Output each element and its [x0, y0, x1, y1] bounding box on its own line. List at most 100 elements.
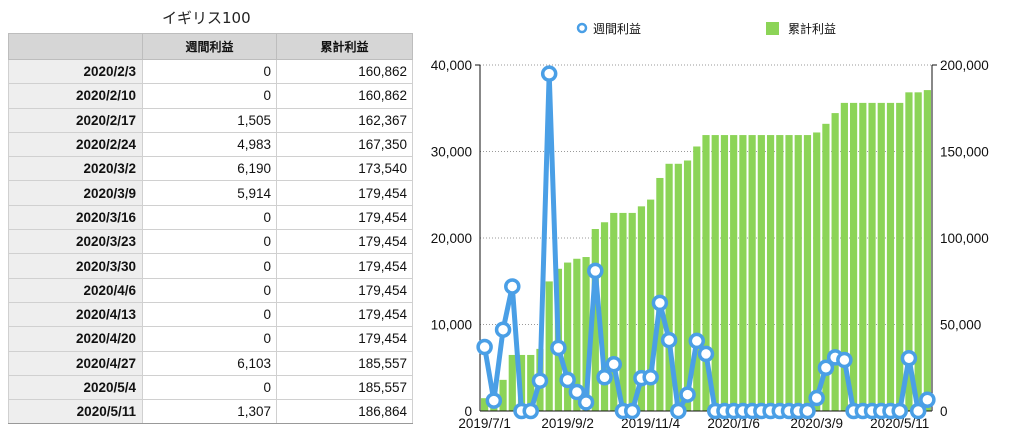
row-cumulative-profit: 160,862 [276, 58, 413, 85]
row-date: 2020/3/2 [8, 156, 143, 182]
row-weekly-profit: 0 [142, 326, 277, 352]
point-weekly [651, 294, 669, 312]
point-weekly [836, 351, 853, 369]
row-date: 2020/3/30 [8, 253, 143, 279]
row-cumulative-profit: 185,557 [276, 374, 413, 401]
y-left-tick-label: 10,000 [431, 318, 472, 333]
bar-cumulative [610, 212, 618, 411]
point-weekly [550, 339, 567, 357]
bar-cumulative [896, 102, 904, 412]
y-right-tick-label: 200,000 [940, 58, 989, 73]
bar-cumulative [785, 135, 793, 411]
point-weekly [919, 391, 936, 409]
y-left-tick-label: 20,000 [431, 231, 472, 246]
bar-cumulative [868, 102, 876, 412]
point-weekly [577, 394, 595, 411]
row-weekly-profit: 0 [142, 83, 277, 109]
point-weekly [522, 402, 539, 420]
row-weekly-profit: 0 [142, 229, 277, 255]
row-date: 2020/2/10 [8, 83, 143, 109]
y-left-tick-label: 30,000 [431, 145, 472, 160]
bar-cumulative [600, 222, 609, 411]
y-right-tick-label: 150,000 [940, 145, 989, 160]
table-row: 2020/2/10 0 160,862 [8, 83, 413, 109]
bar-cumulative [914, 92, 922, 412]
row-date: 2020/4/20 [8, 326, 143, 352]
point-weekly [568, 383, 586, 401]
legend-marker-cumulative [766, 22, 779, 35]
bar-cumulative [813, 132, 821, 411]
row-weekly-profit: 6,103 [142, 350, 277, 376]
point-weekly [587, 262, 604, 280]
bar-cumulative [923, 90, 931, 412]
table-row: 2020/2/17 1,505 162,367 [8, 107, 413, 133]
bar-cumulative [564, 262, 572, 411]
point-weekly [531, 372, 549, 389]
point-weekly [605, 356, 623, 373]
row-cumulative-profit: 179,454 [276, 180, 413, 206]
point-weekly [504, 278, 521, 295]
row-date: 2020/5/11 [8, 399, 143, 425]
row-cumulative-profit: 173,540 [276, 156, 413, 182]
y-left-tick-label: 0 [464, 404, 472, 419]
bar-cumulative [582, 257, 590, 411]
profit-chart: 0 10,000 20,000 30,000 40,000 0 50,000 100,000 1… [431, 21, 989, 431]
row-date: 2020/5/4 [8, 374, 143, 401]
bar-cumulative [776, 135, 784, 411]
point-weekly [909, 402, 927, 420]
row-cumulative-profit: 179,454 [276, 326, 413, 352]
axes: 0 10,000 20,000 30,000 40,000 0 50,000 100,000 1… [431, 58, 989, 431]
bar-cumulative [905, 92, 913, 412]
cumulative-bars [481, 90, 931, 412]
y-left-tick-label: 40,000 [431, 58, 472, 73]
row-cumulative-profit: 179,454 [276, 277, 413, 303]
point-weekly [900, 349, 918, 367]
point-weekly [688, 332, 706, 350]
x-tick-label: 2019/7/1 [458, 416, 511, 431]
table-row: 2020/4/27 6,103 185,557 [8, 350, 413, 376]
bar-cumulative [545, 281, 553, 411]
bar-cumulative [591, 229, 599, 411]
row-date: 2020/3/23 [8, 229, 143, 255]
bar-cumulative [674, 163, 682, 411]
table-row: 2020/4/13 0 179,454 [8, 301, 413, 328]
point-weekly [817, 359, 835, 376]
point-weekly [476, 338, 493, 356]
point-weekly [670, 402, 687, 420]
table-row: 2020/3/9 5,914 179,454 [8, 180, 413, 206]
bar-cumulative [849, 102, 858, 412]
bar-cumulative [831, 113, 839, 412]
row-cumulative-profit: 179,454 [276, 229, 413, 255]
row-date: 2020/4/13 [8, 301, 143, 328]
row-weekly-profit: 0 [142, 277, 277, 303]
bar-cumulative [730, 135, 738, 411]
point-weekly [623, 402, 641, 420]
bar-cumulative [499, 379, 507, 411]
point-weekly [808, 389, 825, 407]
bar-cumulative [748, 135, 756, 411]
bar-cumulative [628, 212, 636, 411]
x-tick-label: 2020/1/6 [707, 416, 760, 431]
bar-cumulative [647, 199, 655, 411]
row-weekly-profit: 0 [142, 204, 277, 231]
table-row: 2020/2/3 0 160,862 [8, 58, 413, 85]
point-weekly [596, 369, 613, 386]
profit-table: 週間利益 累計利益 2020/2/3 0 160,862 2020/2/10 0 160,… [8, 33, 413, 425]
bar-cumulative [803, 135, 812, 411]
row-weekly-profit: 1,505 [142, 107, 277, 133]
point-weekly [799, 402, 816, 420]
bar-cumulative [757, 135, 765, 411]
row-weekly-profit: 1,307 [142, 399, 277, 425]
row-date: 2020/2/3 [8, 58, 143, 85]
bar-cumulative [527, 354, 535, 411]
point-weekly [891, 402, 908, 420]
row-weekly-profit: 0 [142, 253, 277, 279]
bar-cumulative [702, 135, 710, 411]
bar-cumulative [637, 206, 646, 411]
bar-cumulative [766, 135, 775, 411]
table-row: 2020/3/23 0 179,454 [8, 229, 413, 255]
x-tick-label: 2019/11/4 [621, 416, 681, 431]
table-row: 2020/5/4 0 185,557 [8, 374, 413, 401]
bar-cumulative [822, 123, 830, 411]
row-cumulative-profit: 160,862 [276, 83, 413, 109]
